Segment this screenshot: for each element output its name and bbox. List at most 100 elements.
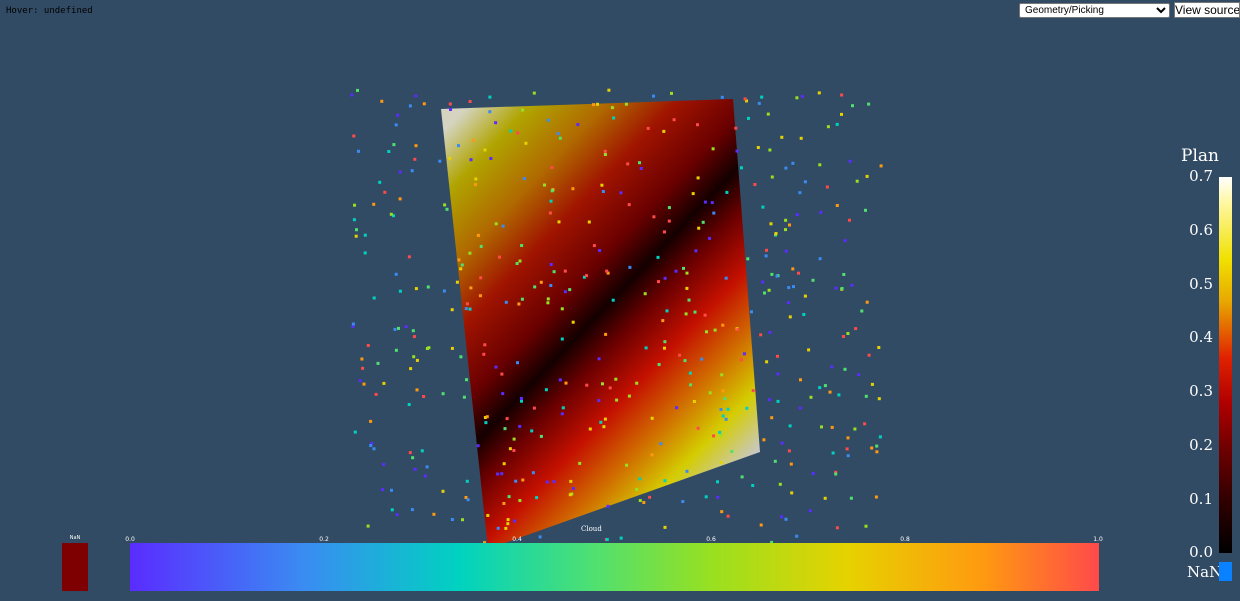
cloud-point[interactable] <box>807 348 811 352</box>
cloud-point[interactable] <box>864 208 867 212</box>
cloud-point[interactable] <box>624 102 628 106</box>
cloud-point[interactable] <box>687 298 691 302</box>
cloud-point[interactable] <box>351 322 355 326</box>
cloud-point[interactable] <box>823 384 827 388</box>
cloud-point[interactable] <box>603 149 607 153</box>
cloud-point[interactable] <box>770 540 774 544</box>
cloud-point[interactable] <box>688 371 692 375</box>
cloud-point[interactable] <box>638 161 641 165</box>
cloud-point[interactable] <box>644 346 648 350</box>
cloud-point[interactable] <box>474 177 478 181</box>
cloud-point[interactable] <box>465 479 469 483</box>
cloud-point[interactable] <box>614 377 618 381</box>
cloud-point[interactable] <box>819 210 823 214</box>
cloud-point[interactable] <box>809 395 813 399</box>
cloud-point[interactable] <box>811 472 815 475</box>
cloud-point[interactable] <box>615 398 619 402</box>
cloud-point[interactable] <box>689 383 693 387</box>
cloud-point[interactable] <box>394 272 398 276</box>
cloud-point[interactable] <box>358 379 362 383</box>
cloud-point[interactable] <box>425 465 429 469</box>
cloud-point[interactable] <box>877 346 881 349</box>
cloud-point[interactable] <box>710 201 714 205</box>
cloud-point[interactable] <box>353 203 356 207</box>
cloud-point[interactable] <box>352 134 356 138</box>
cloud-point[interactable] <box>768 148 772 152</box>
cloud-point[interactable] <box>547 118 550 122</box>
cloud-point[interactable] <box>818 386 822 390</box>
cloud-point[interactable] <box>780 515 783 519</box>
cloud-point[interactable] <box>675 406 679 410</box>
cloud-point[interactable] <box>740 166 743 170</box>
cloud-point[interactable] <box>372 447 376 451</box>
cloud-point[interactable] <box>683 359 687 363</box>
cloud-point[interactable] <box>878 435 882 439</box>
cloud-point[interactable] <box>719 434 723 438</box>
cloud-point[interactable] <box>800 95 804 98</box>
cloud-point[interactable] <box>788 424 792 428</box>
cloud-point[interactable] <box>725 190 729 194</box>
cloud-point[interactable] <box>770 416 774 420</box>
cloud-point[interactable] <box>532 406 536 410</box>
cloud-point[interactable] <box>597 399 601 403</box>
cloud-point[interactable] <box>533 285 537 289</box>
cloud-point[interactable] <box>650 453 654 457</box>
cloud-point[interactable] <box>363 233 367 237</box>
cloud-point[interactable] <box>483 343 487 347</box>
cloud-point[interactable] <box>448 102 452 106</box>
cloud-point[interactable] <box>519 396 523 400</box>
cloud-point[interactable] <box>563 269 567 273</box>
cloud-point[interactable] <box>663 479 667 483</box>
cloud-point[interactable] <box>776 399 780 403</box>
cloud-point[interactable] <box>619 191 623 195</box>
cloud-point[interactable] <box>849 496 853 500</box>
cloud-point[interactable] <box>398 289 402 293</box>
cloud-point[interactable] <box>509 129 513 133</box>
cloud-point[interactable] <box>441 489 445 493</box>
cloud-point[interactable] <box>462 395 466 399</box>
cloud-point[interactable] <box>483 541 486 545</box>
cloud-point[interactable] <box>657 280 660 284</box>
cloud-point[interactable] <box>719 408 723 411</box>
cloud-point[interactable] <box>835 526 839 530</box>
cloud-point[interactable] <box>745 99 748 103</box>
cloud-point[interactable] <box>867 353 871 357</box>
cloud-point[interactable] <box>479 244 483 248</box>
cloud-point[interactable] <box>549 199 553 203</box>
cloud-point[interactable] <box>716 480 719 484</box>
cloud-point[interactable] <box>413 157 417 161</box>
cloud-point[interactable] <box>663 276 667 280</box>
cloud-point[interactable] <box>774 232 778 235</box>
cloud-point[interactable] <box>802 313 806 316</box>
cloud-point[interactable] <box>628 265 632 269</box>
cloud-point[interactable] <box>840 112 843 116</box>
cloud-point[interactable] <box>539 280 543 284</box>
cloud-point[interactable] <box>469 286 473 290</box>
cloud-point[interactable] <box>743 97 747 101</box>
cloud-point[interactable] <box>825 185 829 189</box>
cloud-point[interactable] <box>770 272 774 276</box>
cloud-point[interactable] <box>696 123 699 127</box>
cloud-point[interactable] <box>520 244 524 247</box>
cloud-point[interactable] <box>840 93 844 97</box>
cloud-point[interactable] <box>413 467 417 471</box>
cloud-point[interactable] <box>414 144 418 148</box>
cloud-point[interactable] <box>558 136 562 140</box>
cloud-point[interactable] <box>560 412 564 416</box>
cloud-point[interactable] <box>875 444 879 448</box>
cloud-point[interactable] <box>784 249 788 253</box>
cloud-point[interactable] <box>415 388 419 392</box>
cloud-point[interactable] <box>742 352 746 356</box>
cloud-point[interactable] <box>459 267 463 271</box>
cloud-point[interactable] <box>564 381 568 385</box>
cloud-point[interactable] <box>745 406 749 410</box>
cloud-point[interactable] <box>362 382 366 386</box>
cloud-point[interactable] <box>398 170 402 174</box>
cloud-point[interactable] <box>603 153 607 156</box>
cloud-point[interactable] <box>720 510 724 514</box>
cloud-point[interactable] <box>775 274 779 278</box>
cloud-point[interactable] <box>765 248 768 252</box>
cloud-point[interactable] <box>799 378 802 382</box>
cloud-point[interactable] <box>788 315 792 319</box>
cloud-point[interactable] <box>792 285 795 289</box>
